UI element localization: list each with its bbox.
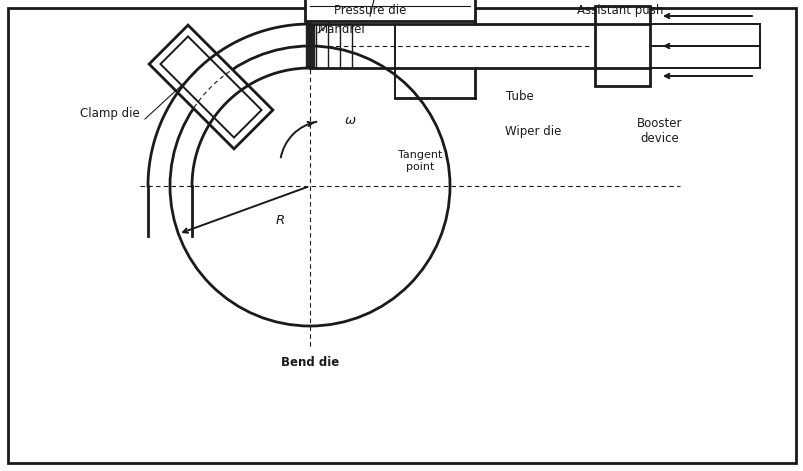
Text: Assistant push: Assistant push xyxy=(576,3,662,16)
Text: ω: ω xyxy=(344,114,355,128)
Text: Bend die: Bend die xyxy=(280,357,339,370)
Text: Booster
device: Booster device xyxy=(637,117,682,145)
Text: Tube: Tube xyxy=(506,89,533,103)
Bar xyxy=(161,36,261,138)
Bar xyxy=(304,0,475,21)
Text: Tangent
point: Tangent point xyxy=(397,150,442,172)
Bar xyxy=(594,6,649,86)
Text: Clamp die: Clamp die xyxy=(80,106,140,120)
Text: Pressure die: Pressure die xyxy=(333,3,406,16)
Bar xyxy=(149,25,272,149)
Text: R: R xyxy=(275,214,284,227)
Text: Mandrel: Mandrel xyxy=(318,23,365,35)
Text: Wiper die: Wiper die xyxy=(504,124,560,138)
